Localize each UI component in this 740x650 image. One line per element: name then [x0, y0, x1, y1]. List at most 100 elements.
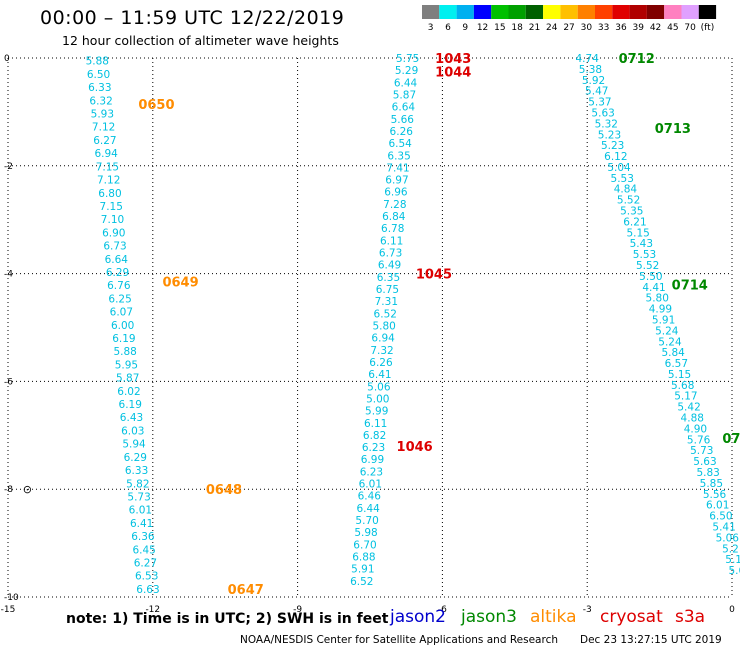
swh-value: 5.35: [620, 206, 643, 218]
scale-swatch: [543, 5, 561, 19]
swh-value: 6.44: [356, 503, 380, 515]
swh-value: 6.33: [125, 465, 148, 477]
swh-value: 6.90: [102, 227, 125, 239]
scale-label: 6: [445, 23, 451, 33]
swh-value: 6.64: [105, 254, 129, 266]
swh-value: 6.84: [382, 211, 406, 223]
swh-value: 5.56: [703, 489, 727, 501]
swh-value: 6.54: [388, 138, 412, 150]
scale-swatch: [629, 5, 647, 19]
y-tick-label: -4: [4, 270, 13, 280]
scale-label: 18: [511, 23, 523, 33]
legend-jason2: jason2: [390, 607, 446, 627]
swh-value: 6.73: [379, 248, 402, 260]
x-tick-label: -15: [1, 605, 16, 615]
legend-altika: altika: [530, 607, 577, 627]
scale-label: 3: [428, 23, 434, 33]
swh-value: 5.98: [354, 527, 377, 539]
swh-value: 5.63: [693, 456, 716, 468]
swh-value: 5.52: [617, 195, 640, 207]
track-altika: 5.886.506.336.325.937.126.276.947.157.12…: [86, 56, 264, 598]
swh-value: 6.23: [362, 442, 385, 454]
swh-value: 5.53: [633, 249, 656, 261]
location-marker-icon: ⊙: [23, 483, 32, 496]
swh-value: 6.00: [111, 320, 134, 332]
swh-value: 6.12: [604, 151, 627, 163]
swh-value: 5.23: [601, 140, 624, 152]
swh-value: 5.38: [579, 64, 602, 76]
swh-value: 6.63: [136, 584, 159, 596]
swh-value: 6.78: [381, 223, 404, 235]
swh-value: 5.32: [595, 118, 618, 130]
swh-value: 6.46: [358, 491, 382, 503]
swh-value: 5.68: [671, 380, 694, 392]
scale-swatch: [525, 5, 544, 19]
swh-value: 6.41: [130, 518, 153, 530]
swh-value: 5.29: [395, 65, 418, 77]
track-jason3: 4.745.385.925.475.375.635.325.235.236.12…: [576, 52, 740, 577]
swh-value: 5.99: [365, 406, 388, 418]
swh-value: 5.00: [366, 393, 389, 405]
pass-time-label: 1044: [435, 65, 471, 80]
y-tick-label: 0: [4, 54, 10, 64]
swh-value: 6.53: [135, 571, 158, 583]
scale-swatch: [456, 5, 474, 19]
swh-value: 6.99: [361, 454, 384, 466]
swh-value: 5.17: [674, 391, 697, 403]
scale-swatch: [473, 5, 492, 19]
swh-value: 6.52: [350, 576, 373, 588]
swh-value: 6.27: [134, 558, 157, 570]
swh-value: 5.52: [636, 260, 659, 272]
scale-unit: (ft): [701, 23, 715, 33]
swh-value: 5.53: [611, 173, 634, 185]
swh-value: 6.32: [89, 95, 112, 107]
scale-label: 39: [633, 23, 645, 33]
swh-value: 5.06: [367, 381, 391, 393]
swh-value: 6.57: [665, 358, 688, 370]
swh-value: 5.92: [582, 75, 605, 87]
scale-label: 30: [581, 23, 593, 33]
swh-value: 7.12: [92, 122, 115, 134]
swh-value: 6.70: [353, 539, 376, 551]
x-tick-label: -3: [583, 605, 592, 615]
map-title: 00:00 – 11:59 UTC 12/22/2019: [40, 7, 345, 29]
swh-value: 5.37: [588, 97, 611, 109]
pass-time-label: 0650: [138, 98, 174, 113]
scale-swatch: [681, 5, 699, 19]
pass-time-label: 07: [722, 432, 740, 447]
swh-value: 5.95: [115, 359, 138, 371]
satellite-tracks: 5.886.506.336.325.937.126.276.947.157.12…: [86, 52, 740, 598]
swh-value: 5.2: [722, 543, 739, 555]
scale-swatch: [698, 5, 717, 19]
swh-value: 5.80: [372, 320, 395, 332]
swh-value: 5.87: [393, 89, 416, 101]
lat-lon-grid: [7, 57, 733, 598]
swh-value: 6.49: [378, 260, 401, 272]
scale-swatch: [646, 5, 665, 19]
swh-value: 5.06: [716, 532, 740, 544]
swh-value: 6.76: [107, 280, 131, 292]
swh-value: 6.26: [390, 126, 414, 138]
swh-value: 6.11: [364, 418, 387, 430]
scale-swatch: [560, 5, 578, 19]
swh-value: 6.23: [360, 466, 383, 478]
swh-value: 5.83: [696, 467, 719, 479]
swh-value: 7.10: [101, 214, 124, 226]
pass-time-label: 1043: [435, 52, 471, 67]
swh-value: 6.96: [384, 187, 408, 199]
scale-label: 70: [684, 23, 696, 33]
swh-value: 6.36: [131, 531, 155, 543]
scale-swatch: [491, 5, 509, 19]
scale-label: 21: [529, 23, 540, 33]
scale-swatch: [439, 5, 457, 19]
scale-swatch: [595, 5, 613, 19]
swh-value: 5.88: [113, 346, 136, 358]
swh-value: 7.12: [97, 175, 120, 187]
y-tick-label: -8: [4, 485, 13, 495]
swh-value: 6.26: [369, 357, 393, 369]
swh-value: 7.15: [96, 161, 119, 173]
map-markers: ⊙: [23, 483, 32, 496]
scale-swatch: [577, 5, 595, 19]
swh-value: 4.88: [681, 413, 704, 425]
